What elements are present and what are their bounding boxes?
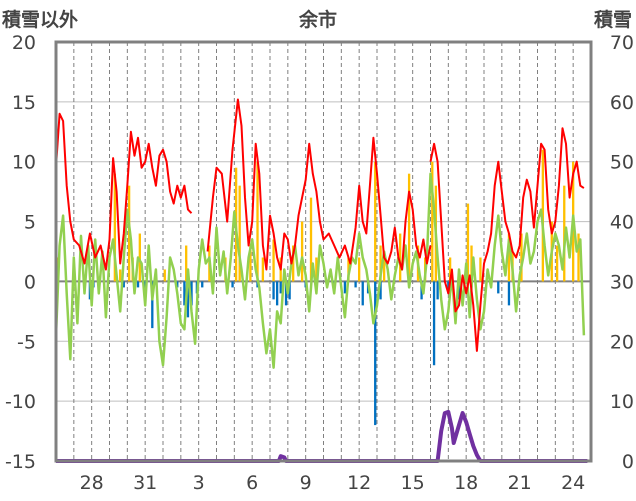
precip-bar (431, 161, 434, 282)
precip-bar (292, 245, 295, 282)
snow-change-bar (432, 281, 436, 366)
precip-bar (507, 233, 511, 282)
precip-bar (272, 239, 275, 282)
precip-bar (382, 257, 386, 282)
snow-change-bar (288, 281, 291, 300)
right-tick-label: 10 (610, 391, 634, 413)
precip-bar (470, 245, 473, 282)
precip-bar (261, 257, 265, 282)
x-tick-label: 6 (246, 472, 258, 494)
snow-change-bar (354, 281, 357, 288)
right-tick-label: 30 (610, 271, 634, 293)
precip-bar (238, 185, 241, 282)
precip-bar (163, 269, 166, 282)
snow-change-bar (374, 281, 377, 426)
chart-title: 余市 (298, 8, 337, 31)
precip-bar (119, 269, 122, 282)
right-tick-label: 20 (610, 331, 634, 353)
plot-frame (54, 40, 593, 463)
left-tick-label: -15 (5, 451, 36, 473)
x-tick-label: 12 (347, 472, 371, 494)
right-tick-label: 40 (610, 212, 634, 234)
snow-change-bar (136, 281, 140, 288)
right-tick-label: 50 (610, 152, 634, 174)
left-tick-label: -10 (5, 391, 36, 413)
left-tick-label: 0 (24, 271, 36, 293)
precip-bar (399, 233, 402, 282)
snow-change-bar (436, 281, 439, 300)
left-tick-label: 10 (12, 152, 36, 174)
x-tick-label: 28 (80, 472, 104, 494)
left-tick-label: 20 (12, 32, 36, 54)
precip-bar (577, 233, 580, 282)
right-tick-label: 60 (610, 92, 634, 114)
series-line-temp-max-2 (206, 98, 432, 271)
snow-change-bar (231, 281, 234, 288)
precip-bar (315, 257, 318, 282)
x-tick-label: 3 (193, 472, 205, 494)
snow-change-bar (343, 281, 347, 294)
left-tick-label: 15 (12, 92, 36, 114)
snow-change-bar (275, 281, 279, 306)
precip-bar (113, 173, 117, 282)
precip-bar (309, 197, 313, 282)
precip-bar (358, 257, 361, 282)
left-tick-label: -5 (17, 331, 36, 353)
precip-bar (300, 221, 304, 282)
left-tick-label: 5 (24, 212, 36, 234)
snow-change-bar (201, 281, 204, 288)
precip-bar (407, 173, 411, 282)
precip-bar (466, 203, 470, 282)
precip-bar (185, 245, 188, 282)
snow-change-bar (379, 281, 382, 300)
precip-bar (138, 233, 141, 282)
precip-bar (379, 245, 382, 282)
snow-change-bar (279, 281, 282, 294)
snow-change-bar (176, 281, 179, 288)
x-axis-ticks: 28 31 3 6 9 12 15 18 21 24 (80, 472, 586, 494)
series-line-snow-depth (56, 409, 588, 463)
series-line-temp-max-3 (429, 127, 585, 352)
precip-bar (555, 245, 559, 282)
snow-change-bar (457, 281, 461, 300)
x-tick-label: 24 (561, 472, 585, 494)
snow-change-bar (151, 281, 154, 329)
x-tick-label: 15 (401, 472, 425, 494)
snow-change-bar (284, 281, 288, 306)
precip-bar (479, 257, 482, 282)
series-line-temp-mean (54, 172, 586, 369)
snow-change-bar (186, 281, 190, 318)
snow-change-bar (183, 281, 186, 306)
precip-bar (448, 257, 452, 282)
series-line-temp-max-1 (55, 112, 193, 271)
plot-area (54, 40, 593, 463)
left-axis-ticks: 20 15 10 5 0 -5 -10 -15 (5, 32, 36, 473)
right-tick-label: 70 (610, 32, 634, 54)
x-tick-label: 21 (508, 472, 532, 494)
snow-change-bar (507, 281, 511, 306)
x-tick-label: 31 (133, 472, 157, 494)
precip-bar (256, 161, 259, 282)
precip-bar (249, 245, 252, 282)
right-axis-ticks: 70 60 50 40 30 20 10 0 (610, 32, 634, 473)
x-tick-label: 9 (300, 472, 312, 494)
precip-bar (374, 161, 377, 282)
precip-bar (520, 233, 523, 282)
left-axis-title: 積雪以外 (2, 8, 78, 31)
right-axis-title: 積雪 (594, 8, 632, 31)
snow-change-bar (190, 281, 193, 306)
right-tick-label: 0 (622, 451, 634, 473)
snow-change-bar (361, 281, 364, 306)
snow-change-bar (272, 281, 275, 300)
snow-change-bar (122, 281, 125, 288)
snow-change-bar (497, 281, 500, 294)
x-tick-label: 18 (454, 472, 478, 494)
